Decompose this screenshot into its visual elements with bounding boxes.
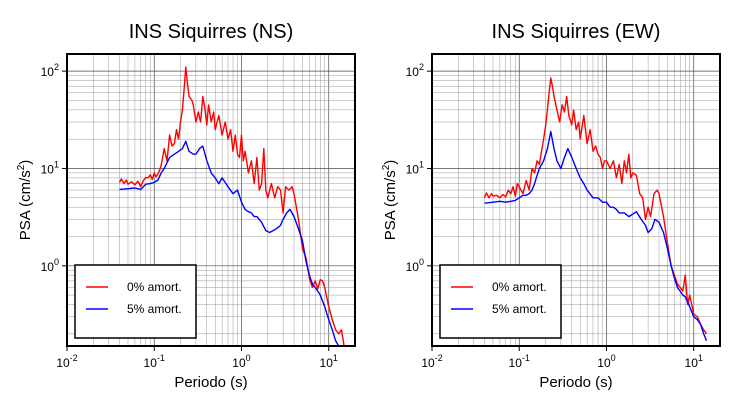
- chart-panel-1: 10-2 10-1 100 101 100 101 102 INS Siquirres (NS…: [16, 21, 356, 391]
- y-tick-label: 101: [406, 159, 424, 176]
- legend-label: 5% amort.: [127, 302, 182, 316]
- legend-label: 5% amort.: [492, 302, 547, 316]
- y-tick-label: 102: [41, 62, 59, 79]
- legend-box: [74, 264, 197, 339]
- legend: 0% amort. 5% amort.: [439, 264, 562, 339]
- chart-panel-2: 10-2 10-1 100 101 100 101 102 INS Siquirres (EW…: [381, 21, 721, 391]
- plot-frame: [66, 53, 356, 347]
- series-line-blue: [119, 140, 340, 346]
- x-tick-label: 100: [597, 353, 615, 370]
- legend-label: 0% amort.: [492, 280, 547, 294]
- series-line-blue: [484, 130, 708, 341]
- x-tick-label: 10-2: [56, 353, 77, 370]
- x-tick-label: 100: [232, 353, 250, 370]
- series-line-red: [483, 77, 708, 335]
- x-axis-label: Periodo (s): [174, 374, 247, 391]
- x-tick-label: 101: [685, 353, 703, 370]
- x-tick-label: 10-1: [509, 353, 530, 370]
- y-tick-label: 102: [406, 62, 424, 79]
- y-axis-label: PSA (cm/s2): [381, 160, 399, 241]
- legend-box: [439, 264, 562, 339]
- series-line-red: [118, 66, 345, 346]
- chart-title: INS Siquirres (NS): [129, 21, 293, 43]
- x-axis-label: Periodo (s): [539, 374, 612, 391]
- legend: 0% amort. 5% amort.: [74, 264, 197, 339]
- x-tick-label: 10-2: [421, 353, 442, 370]
- y-tick-label: 100: [41, 257, 59, 274]
- x-tick-label: 101: [320, 353, 338, 370]
- legend-label: 0% amort.: [127, 280, 182, 294]
- plot-frame: [431, 53, 721, 347]
- y-tick-label: 101: [41, 159, 59, 176]
- y-tick-label: 100: [406, 257, 424, 274]
- chart-title: INS Siquirres (EW): [492, 21, 661, 43]
- y-axis-label: PSA (cm/s2): [16, 160, 34, 241]
- x-tick-label: 10-1: [144, 353, 165, 370]
